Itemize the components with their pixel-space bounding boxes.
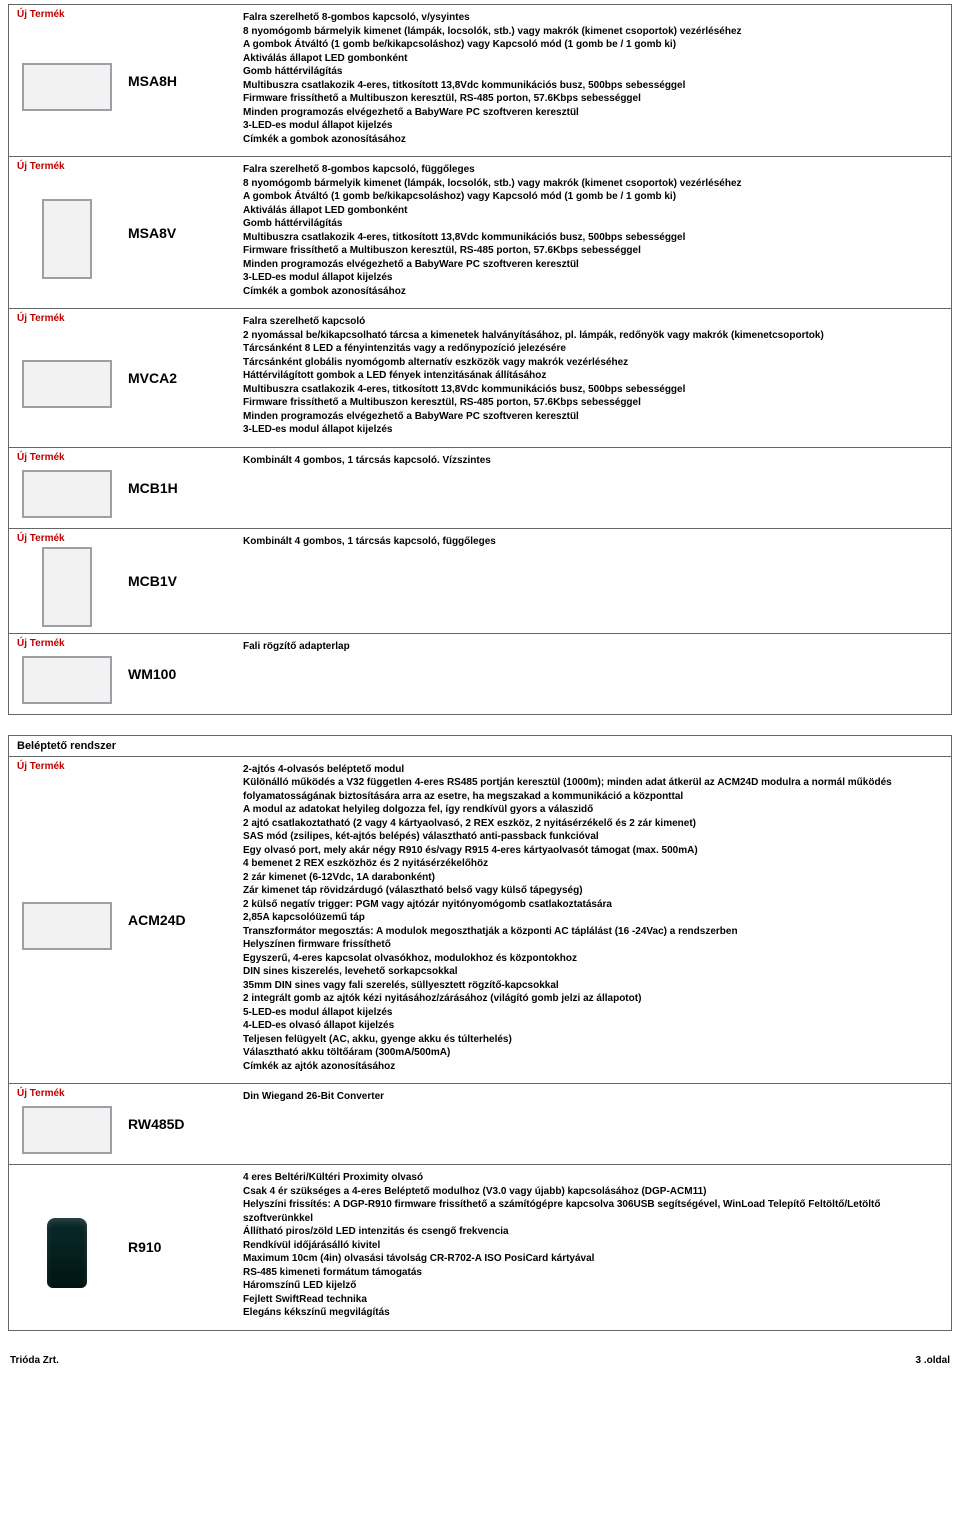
product-description: 4 eres Beltéri/Kültéri Proximity olvasó … bbox=[239, 1165, 951, 1330]
new-product-tag: Új Termék bbox=[17, 9, 65, 20]
product-code: WM100 bbox=[124, 634, 239, 714]
section-access-title: Beléptető rendszer bbox=[9, 736, 951, 757]
new-product-tag: Új Termék bbox=[17, 452, 65, 463]
page-footer: Trióda Zrt. 3 .oldal bbox=[0, 1351, 960, 1372]
new-product-tag: Új Termék bbox=[17, 638, 65, 649]
product-row: Új Termék MSA8VFalra szerelhető 8-gombos … bbox=[9, 157, 951, 309]
product-image-cell bbox=[9, 757, 124, 1084]
footer-right: 3 .oldal bbox=[916, 1355, 950, 1366]
new-product-tag: Új Termék bbox=[17, 1088, 65, 1099]
product-row: Új Termék RW485DDin Wiegand 26-Bit Conver… bbox=[9, 1084, 951, 1165]
new-product-tag: Új Termék bbox=[17, 533, 65, 544]
product-code: R910 bbox=[124, 1165, 239, 1330]
product-description: Falra szerelhető 8-gombos kapcsoló, v/ys… bbox=[239, 5, 951, 156]
product-row: Új Termék ACM24D2-ajtós 4-olvasós belépte… bbox=[9, 757, 951, 1085]
product-description: Fali rögzítő adapterlap bbox=[239, 634, 951, 714]
product-thumb bbox=[42, 547, 92, 627]
product-thumb bbox=[22, 656, 112, 704]
product-row: Új Termék MVCA2Falra szerelhető kapcsoló … bbox=[9, 309, 951, 448]
product-description: Kombinált 4 gombos, 1 tárcsás kapcsoló. … bbox=[239, 448, 951, 528]
section-products: Új Termék MSA8HFalra szerelhető 8-gombos … bbox=[8, 4, 952, 715]
product-description: 2-ajtós 4-olvasós beléptető modul Különá… bbox=[239, 757, 951, 1084]
product-thumb bbox=[22, 1106, 112, 1154]
product-code: MCB1V bbox=[124, 529, 239, 633]
product-description: Kombinált 4 gombos, 1 tárcsás kapcsoló, … bbox=[239, 529, 951, 633]
product-row: Új Termék MSA8HFalra szerelhető 8-gombos … bbox=[9, 5, 951, 157]
product-code: MVCA2 bbox=[124, 309, 239, 447]
product-image-cell bbox=[9, 157, 124, 308]
product-code: RW485D bbox=[124, 1084, 239, 1164]
product-row: Új Termék MCB1VKombinált 4 gombos, 1 tárc… bbox=[9, 529, 951, 634]
product-thumb bbox=[22, 63, 112, 111]
product-row: Új Termék WM100Fali rögzítő adapterlap bbox=[9, 634, 951, 714]
footer-left: Trióda Zrt. bbox=[10, 1355, 59, 1366]
product-code: MCB1H bbox=[124, 448, 239, 528]
new-product-tag: Új Termék bbox=[17, 761, 65, 772]
new-product-tag: Új Termék bbox=[17, 161, 65, 172]
product-thumb bbox=[22, 360, 112, 408]
product-row: Új Termék MCB1HKombinált 4 gombos, 1 tárc… bbox=[9, 448, 951, 529]
product-row: R9104 eres Beltéri/Kültéri Proximity olv… bbox=[9, 1165, 951, 1330]
product-code: ACM24D bbox=[124, 757, 239, 1084]
product-code: MSA8H bbox=[124, 5, 239, 156]
product-thumb bbox=[42, 199, 92, 279]
new-product-tag: Új Termék bbox=[17, 313, 65, 324]
product-image-cell bbox=[9, 1165, 124, 1330]
product-code: MSA8V bbox=[124, 157, 239, 308]
product-thumb bbox=[47, 1218, 87, 1288]
product-description: Falra szerelhető 8-gombos kapcsoló, függ… bbox=[239, 157, 951, 308]
product-thumb bbox=[22, 902, 112, 950]
product-image-cell bbox=[9, 309, 124, 447]
product-description: Din Wiegand 26-Bit Converter bbox=[239, 1084, 951, 1164]
product-description: Falra szerelhető kapcsoló 2 nyomással be… bbox=[239, 309, 951, 447]
product-thumb bbox=[22, 470, 112, 518]
product-image-cell bbox=[9, 5, 124, 156]
product-image-cell bbox=[9, 529, 124, 633]
section-access: Beléptető rendszer Új Termék ACM24D2-ajtó… bbox=[8, 735, 952, 1331]
